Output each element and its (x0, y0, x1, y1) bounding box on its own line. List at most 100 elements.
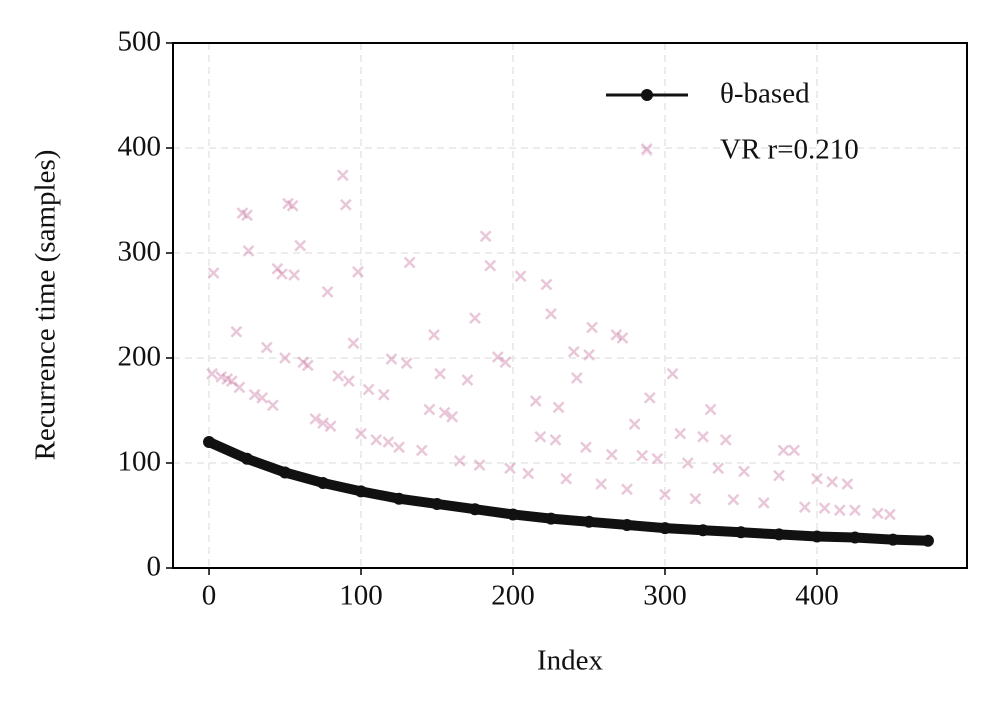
point (332, 369, 345, 382)
y-tick-label: 400 (118, 131, 162, 163)
point (469, 312, 481, 324)
point (757, 497, 770, 509)
y-tick-label: 500 (118, 26, 162, 58)
point (582, 515, 595, 528)
point (772, 528, 785, 541)
point (620, 518, 633, 531)
point (461, 374, 474, 386)
point (215, 371, 228, 383)
point (674, 427, 687, 440)
point (681, 457, 694, 469)
point (207, 267, 220, 279)
point (499, 356, 512, 369)
point (382, 436, 395, 448)
point (385, 353, 398, 365)
point (833, 504, 846, 517)
point (317, 476, 330, 489)
point (666, 367, 679, 380)
point (560, 472, 573, 485)
point (286, 199, 299, 212)
point (377, 388, 390, 401)
point (697, 430, 709, 443)
point (276, 268, 288, 280)
point (921, 534, 934, 547)
point (689, 492, 702, 505)
y-tick-label: 300 (118, 236, 162, 268)
point (301, 359, 314, 372)
point (484, 259, 497, 272)
point (260, 341, 273, 354)
point (621, 483, 633, 496)
point (236, 207, 249, 219)
point (431, 497, 444, 510)
point (773, 469, 785, 482)
point (297, 356, 310, 369)
plot-frame (172, 42, 968, 569)
point (400, 357, 413, 370)
point (719, 434, 732, 446)
x-axis-label: Index (537, 645, 604, 677)
point (241, 452, 254, 465)
point (403, 256, 416, 269)
point (567, 345, 580, 358)
point (434, 367, 446, 380)
point (788, 444, 801, 457)
x-tick-label: 0 (202, 580, 217, 612)
point (545, 512, 558, 525)
point (636, 449, 649, 462)
point (288, 269, 301, 281)
point (580, 441, 592, 454)
point (428, 329, 440, 341)
point (841, 478, 854, 490)
point (504, 462, 516, 475)
point (545, 308, 557, 320)
point (640, 143, 653, 155)
point (848, 531, 861, 544)
point (230, 325, 243, 338)
point (321, 285, 334, 298)
point (552, 401, 565, 414)
point (355, 427, 367, 440)
legend-label: θ-based (720, 78, 810, 110)
point (529, 395, 542, 407)
point (514, 270, 527, 282)
point (507, 508, 520, 521)
point (256, 392, 269, 404)
point (324, 420, 337, 433)
point (317, 417, 329, 429)
point (309, 413, 322, 425)
point (491, 351, 504, 363)
point (473, 459, 486, 471)
point (798, 501, 811, 513)
point (248, 388, 261, 401)
point (811, 472, 823, 485)
point (810, 530, 823, 543)
point (362, 383, 375, 396)
point (534, 430, 547, 443)
point (704, 403, 717, 416)
y-axis-label: Recurrence time (samples) (30, 150, 62, 461)
y-tick-label: 0 (147, 551, 162, 583)
point (221, 373, 234, 385)
point (233, 381, 246, 394)
point (352, 266, 364, 278)
point (643, 392, 656, 404)
point (849, 504, 861, 517)
point (886, 533, 899, 546)
point (738, 465, 750, 478)
point (696, 524, 709, 537)
point (818, 502, 831, 515)
point (347, 337, 360, 350)
line (204, 437, 933, 546)
point (469, 503, 482, 516)
y-tick-label: 100 (118, 446, 162, 478)
y-tick-label: 200 (118, 341, 162, 373)
point (549, 434, 562, 446)
point (415, 444, 428, 457)
point (339, 198, 352, 211)
point (583, 348, 595, 361)
point (570, 372, 583, 384)
point (884, 508, 896, 521)
x-tick-label: 200 (491, 580, 535, 612)
point (271, 262, 284, 275)
